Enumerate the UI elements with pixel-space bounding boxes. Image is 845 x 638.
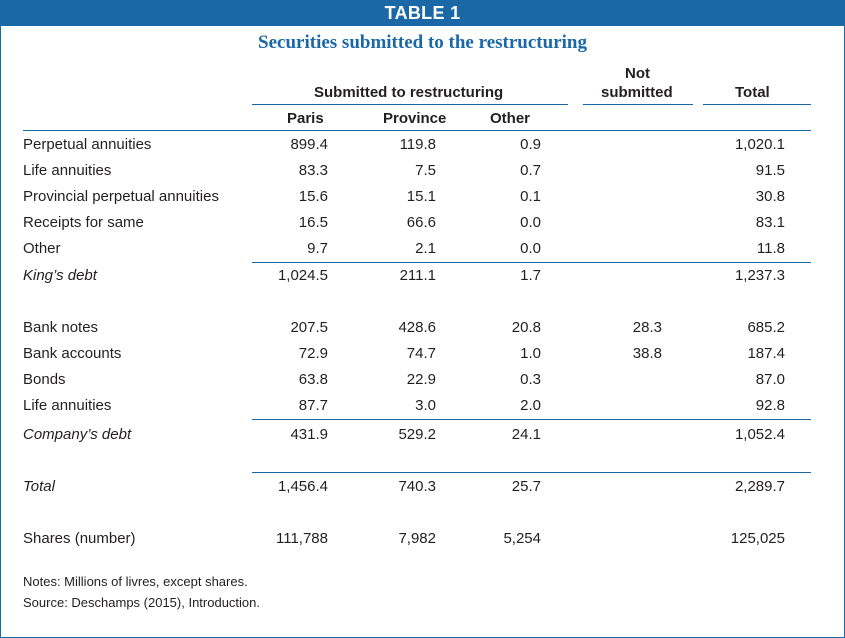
header-total: Total <box>735 84 770 101</box>
cell-province: 74.7 <box>406 345 436 362</box>
row-label: Bank accounts <box>23 345 122 362</box>
cell-paris: 16.5 <box>298 214 328 231</box>
cell-other: 5,254 <box>503 530 541 547</box>
cell-paris: 207.5 <box>290 319 328 336</box>
rule-group-underline <box>252 104 568 105</box>
cell-province: 740.3 <box>398 478 436 495</box>
rule-total-underline <box>703 104 811 105</box>
cell-province: 428.6 <box>398 319 436 336</box>
cell-other: 0.0 <box>520 240 541 257</box>
cell-total: 2,289.7 <box>734 478 785 495</box>
header-province: Province <box>383 110 447 127</box>
row-label: Other <box>23 240 61 257</box>
cell-total: 30.8 <box>755 188 785 205</box>
rule-companys-debt <box>252 419 811 420</box>
cell-total: 92.8 <box>755 397 785 414</box>
row-label: King’s debt <box>23 267 97 284</box>
cell-province: 7.5 <box>415 162 436 179</box>
cell-other: 0.1 <box>520 188 541 205</box>
source-line: Source: Deschamps (2015), Introduction. <box>23 595 261 610</box>
cell-total: 11.8 <box>756 240 785 257</box>
row-label: Total <box>23 478 55 495</box>
cell-paris: 63.8 <box>298 371 328 388</box>
table-label-band: TABLE 1 <box>0 0 845 26</box>
header-paris: Paris <box>287 110 324 127</box>
cell-paris: 1,024.5 <box>277 267 328 284</box>
cell-paris: 431.9 <box>290 426 328 443</box>
cell-total: 91.5 <box>755 162 785 179</box>
cell-paris: 87.7 <box>298 397 328 414</box>
cell-other: 1.0 <box>520 345 541 362</box>
cell-province: 3.0 <box>415 397 436 414</box>
header-not-submitted-line2: submitted <box>601 84 673 101</box>
cell-other: 0.9 <box>520 136 541 153</box>
cell-province: 119.8 <box>399 136 436 153</box>
row-label: Shares (number) <box>23 530 136 547</box>
cell-other: 24.1 <box>511 426 541 443</box>
cell-paris: 111,788 <box>276 530 328 547</box>
row-label: Bonds <box>23 371 66 388</box>
cell-total: 83.1 <box>755 214 785 231</box>
cell-province: 15.1 <box>406 188 436 205</box>
cell-other: 0.3 <box>520 371 541 388</box>
cell-paris: 9.7 <box>307 240 328 257</box>
cell-other: 0.7 <box>520 162 541 179</box>
rule-header-bottom <box>23 130 811 131</box>
cell-province: 529.2 <box>398 426 436 443</box>
table-title: Securities submitted to the restructurin… <box>258 32 587 53</box>
row-label: Company’s debt <box>23 426 132 443</box>
row-label: Life annuities <box>23 162 112 179</box>
cell-province: 211.1 <box>399 267 436 284</box>
cell-other: 20.8 <box>511 319 541 336</box>
row-label: Provincial perpetual annuities <box>23 188 219 205</box>
cell-total: 685.2 <box>747 319 785 336</box>
cell-total: 1,237.3 <box>734 267 785 284</box>
cell-province: 22.9 <box>406 371 436 388</box>
cell-not-submitted: 28.3 <box>632 319 662 336</box>
header-not-submitted-line1: Not <box>625 65 650 82</box>
rule-not-submitted-underline <box>583 104 693 105</box>
cell-province: 7,982 <box>398 530 436 547</box>
cell-paris: 72.9 <box>298 345 328 362</box>
cell-other: 1.7 <box>520 267 541 284</box>
cell-other: 25.7 <box>511 478 541 495</box>
cell-total: 1,020.1 <box>734 136 785 153</box>
cell-paris: 83.3 <box>298 162 328 179</box>
header-other: Other <box>490 110 531 127</box>
row-label: Receipts for same <box>23 214 144 231</box>
cell-total: 1,052.4 <box>734 426 785 443</box>
row-label: Perpetual annuities <box>23 136 152 153</box>
cell-paris: 899.4 <box>290 136 328 153</box>
row-label: Bank notes <box>23 319 99 336</box>
header-group-submitted: Submitted to restructuring <box>314 84 504 101</box>
cell-paris: 1,456.4 <box>277 478 328 495</box>
cell-province: 2.1 <box>415 240 436 257</box>
rule-total <box>252 472 811 473</box>
cell-province: 66.6 <box>406 214 436 231</box>
cell-other: 0.0 <box>520 214 541 231</box>
cell-other: 2.0 <box>520 397 541 414</box>
cell-total: 87.0 <box>755 371 785 388</box>
cell-total: 125,025 <box>730 530 785 547</box>
cell-not-submitted: 38.8 <box>632 345 662 362</box>
notes-line: Notes: Millions of livres, except shares… <box>23 574 248 589</box>
cell-total: 187.4 <box>747 345 785 362</box>
rule-kings-debt <box>252 262 811 263</box>
row-label: Life annuities <box>23 397 112 414</box>
cell-paris: 15.6 <box>298 188 328 205</box>
